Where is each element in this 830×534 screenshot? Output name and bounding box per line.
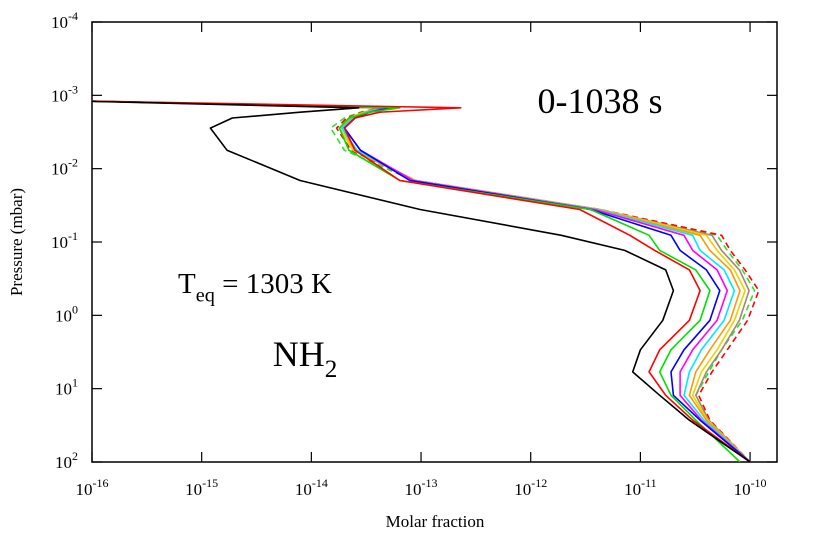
y-tick-label-base: 10 xyxy=(51,160,68,179)
y-tick-label: 10-4 xyxy=(51,9,78,32)
x-tick-label: 10-15 xyxy=(185,476,218,499)
data-line xyxy=(92,100,756,462)
y-tick-label-base: 10 xyxy=(55,380,72,399)
annotation: Teq = 1303 K xyxy=(178,268,332,307)
annotation-text: T xyxy=(178,268,196,300)
y-tick-label: 10-1 xyxy=(51,229,78,252)
y-tick-label-exponent: -3 xyxy=(68,82,78,96)
y-tick-label-base: 10 xyxy=(55,453,72,472)
x-tick-label-exponent: -15 xyxy=(202,476,218,490)
y-tick-label-exponent: 1 xyxy=(72,376,78,390)
x-tick-label-base: 10 xyxy=(295,480,312,499)
y-tick-label: 100 xyxy=(55,302,78,325)
plot-area xyxy=(92,100,760,462)
x-tick-label-exponent: -16 xyxy=(93,476,109,490)
annotation: NH2 xyxy=(273,334,338,383)
x-tick-label-exponent: -13 xyxy=(422,476,438,490)
annotation: 0-1038 s xyxy=(538,81,663,121)
x-tick-label-exponent: -10 xyxy=(751,476,767,490)
x-tick-label-base: 10 xyxy=(185,480,202,499)
y-tick-label-base: 10 xyxy=(51,233,68,252)
annotation-text-after: = 1303 K xyxy=(215,268,332,300)
data-line xyxy=(92,100,751,462)
y-tick-label: 102 xyxy=(55,449,78,472)
y-tick-label-exponent: -2 xyxy=(68,156,78,170)
annotation-text: 0-1038 s xyxy=(538,81,663,121)
data-line xyxy=(92,100,741,462)
x-tick-label: 10-12 xyxy=(514,476,547,499)
x-tick-label-base: 10 xyxy=(405,480,422,499)
y-tick-label-exponent: 0 xyxy=(72,302,78,316)
y-tick-label-exponent: -1 xyxy=(68,229,78,243)
y-tick-label-base: 10 xyxy=(51,86,68,105)
x-tick-label: 10-10 xyxy=(734,476,767,499)
y-tick-label-exponent: 2 xyxy=(72,449,78,463)
x-tick-label: 10-14 xyxy=(295,476,328,499)
annotation-text: NH xyxy=(273,334,325,374)
y-tick-label: 10-3 xyxy=(51,82,78,105)
x-tick-label: 10-11 xyxy=(624,476,657,499)
x-tick-label-base: 10 xyxy=(734,480,751,499)
y-tick-label-base: 10 xyxy=(55,306,72,325)
data-line xyxy=(92,100,751,462)
x-tick-label-exponent: -14 xyxy=(312,476,328,490)
x-tick-label-exponent: -12 xyxy=(531,476,547,490)
y-tick-label-exponent: -4 xyxy=(68,9,78,23)
y-tick-label-base: 10 xyxy=(51,13,68,32)
y-axis-label: Pressure (mbar) xyxy=(7,188,26,296)
annotation-subscript: 2 xyxy=(325,356,338,383)
annotation-subscript: eq xyxy=(196,285,215,307)
x-tick-label: 10-13 xyxy=(405,476,438,499)
x-tick-label: 10-16 xyxy=(76,476,109,499)
x-tick-label-base: 10 xyxy=(76,480,93,499)
y-tick-label: 101 xyxy=(55,376,78,399)
x-axis-label: Molar fraction xyxy=(386,512,485,531)
x-tick-label-exponent: -11 xyxy=(641,476,657,490)
x-tick-label-base: 10 xyxy=(624,480,641,499)
x-tick-label-base: 10 xyxy=(514,480,531,499)
y-tick-label: 10-2 xyxy=(51,156,78,179)
